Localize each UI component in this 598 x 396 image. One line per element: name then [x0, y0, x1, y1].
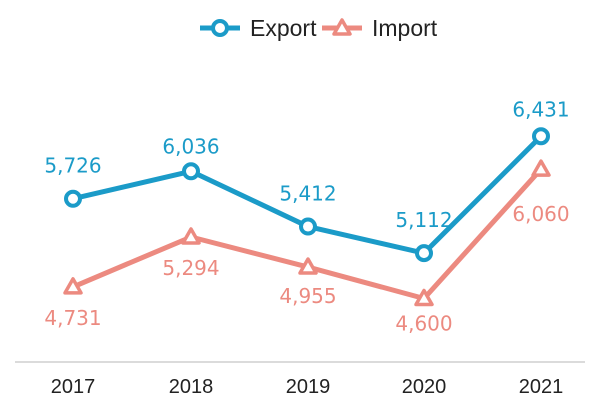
import-point	[298, 257, 318, 275]
legend: Export Import	[200, 15, 438, 41]
series-layer: 5,726 6,036 5,412 5,112 6,431 4,731 5,294 4,955…	[44, 97, 569, 335]
x-tick-label: 2018	[169, 376, 214, 396]
import-data-label: 4,731	[44, 306, 101, 330]
export-data-label: 5,412	[279, 182, 336, 206]
import-point	[63, 277, 83, 295]
legend-marker-export	[211, 19, 229, 37]
x-axis-ticks: 2017 2018 2019 2020 2021	[51, 376, 564, 396]
export-point	[532, 127, 550, 146]
legend-label-import: Import	[372, 15, 438, 41]
import-data-label: 4,955	[279, 284, 336, 308]
legend-label-export: Export	[250, 15, 317, 41]
x-tick-label: 2017	[51, 376, 96, 396]
x-tick-label: 2020	[402, 376, 447, 396]
import-point	[181, 227, 201, 245]
export-data-label: 6,036	[162, 134, 219, 158]
export-data-label: 5,726	[44, 154, 101, 178]
import-data-label: 5,294	[162, 256, 219, 280]
export-data-label: 6,431	[512, 97, 569, 121]
import-point	[414, 288, 434, 307]
import-point	[531, 159, 551, 177]
export-point	[64, 189, 82, 208]
legend-marker-import	[332, 18, 352, 36]
x-tick-label: 2021	[519, 376, 564, 396]
import-data-label: 6,060	[512, 202, 569, 226]
export-point	[182, 162, 200, 181]
export-point	[299, 217, 317, 236]
import-data-label: 4,600	[395, 312, 452, 336]
x-tick-label: 2019	[286, 376, 331, 396]
export-data-label: 5,112	[395, 208, 452, 232]
export-point	[415, 244, 433, 263]
